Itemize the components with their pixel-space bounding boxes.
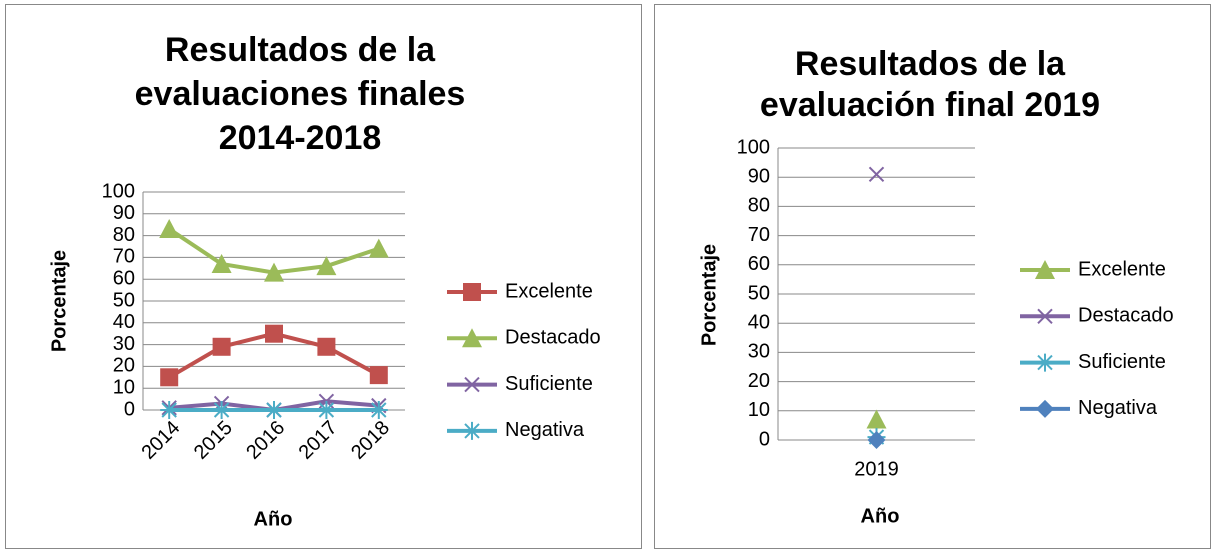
x-tick-label: 2014 [137, 417, 184, 464]
y-tick-label: 40 [748, 311, 770, 333]
marker [264, 262, 284, 282]
chart-title: Resultados de la evaluación final 2019 [759, 45, 1101, 124]
legend-marker [1037, 308, 1053, 325]
marker [867, 431, 886, 449]
y-tick-label: 100 [102, 180, 135, 202]
marker [369, 366, 388, 385]
legend-marker [1035, 260, 1055, 279]
legend-label: Negativa [505, 419, 585, 441]
legend-label: Negativa [1078, 397, 1158, 419]
marker [160, 368, 179, 387]
marker [317, 401, 336, 419]
y-tick-label: 10 [748, 399, 770, 421]
panel-border [654, 4, 1211, 549]
legend-marker [1036, 353, 1054, 372]
y-tick-label: 70 [748, 224, 770, 246]
y-tick-label: 60 [748, 253, 770, 275]
y-tick-label: 60 [113, 267, 135, 289]
y-tick-label: 90 [113, 202, 135, 224]
chart-title: Resultados de la evaluaciones finales 20… [134, 31, 466, 157]
marker [211, 253, 232, 273]
legend-label: Destacado [505, 327, 601, 349]
x-tick-label: 2019 [854, 458, 899, 480]
legend-marker [464, 376, 480, 393]
legend-marker [1036, 399, 1054, 418]
x-axis-label: Año [861, 505, 900, 527]
x-tick-label: 2015 [190, 417, 237, 464]
y-tick-label: 0 [759, 428, 770, 450]
y-tick-label: 90 [748, 165, 770, 187]
legend-marker [463, 283, 481, 301]
y-tick-label: 80 [113, 224, 135, 246]
y-tick-label: 50 [113, 289, 135, 311]
y-tick-label: 20 [748, 370, 770, 392]
marker [160, 401, 179, 419]
marker [866, 409, 887, 429]
marker [265, 401, 283, 419]
x-tick-label: 2016 [242, 417, 289, 464]
marker [212, 401, 231, 419]
x-axis-label: Año [254, 508, 293, 530]
legend-label: Excelente [1078, 258, 1166, 280]
panel-border [5, 4, 642, 549]
y-tick-label: 10 [113, 376, 135, 398]
marker [368, 238, 389, 258]
marker [212, 337, 231, 356]
marker [159, 219, 180, 239]
y-axis-label: Porcentaje [48, 250, 70, 352]
legend-label: Suficiente [1078, 351, 1166, 373]
y-tick-label: 40 [113, 311, 135, 333]
y-tick-label: 30 [748, 341, 770, 363]
marker [317, 337, 336, 356]
y-tick-label: 70 [113, 246, 135, 268]
marker [316, 256, 337, 276]
legend-label: Destacado [1078, 305, 1174, 327]
x-tick-label: 2017 [295, 417, 342, 464]
y-tick-label: 30 [113, 333, 135, 355]
y-axis-label: Porcentaje [698, 244, 720, 346]
x-tick-label: 2018 [347, 417, 394, 464]
y-tick-label: 0 [124, 398, 135, 420]
marker [265, 324, 283, 343]
legend-marker [462, 328, 482, 348]
legend-label: Excelente [505, 280, 593, 302]
y-tick-label: 20 [113, 355, 135, 377]
y-tick-label: 100 [737, 136, 770, 158]
legend-marker [463, 421, 481, 440]
legend-label: Suficiente [505, 373, 593, 395]
y-tick-label: 80 [748, 195, 770, 217]
marker [369, 401, 388, 419]
marker [868, 166, 885, 182]
y-tick-label: 50 [748, 282, 770, 304]
